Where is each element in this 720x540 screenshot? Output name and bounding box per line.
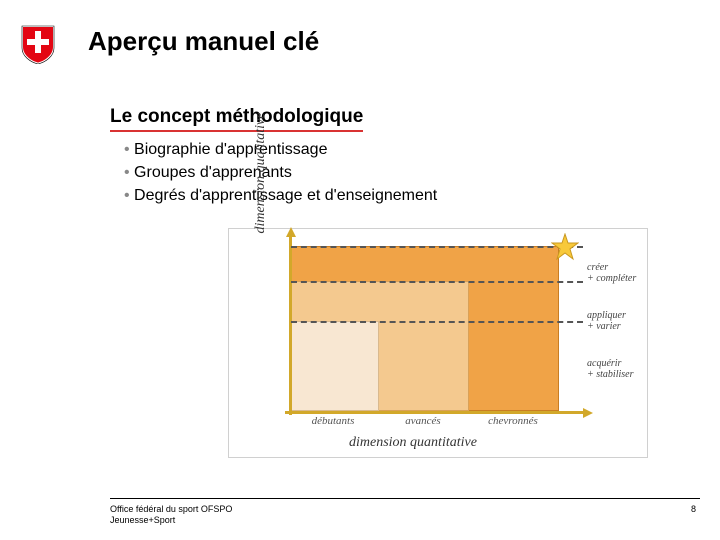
plot-area [291,241,559,411]
level-label-appliquer: appliquer+ varier [587,311,647,332]
page-number: 8 [691,504,696,514]
footer-text: Office fédéral du sport OFSPO Jeunesse+S… [110,504,232,527]
page-title: Aperçu manuel clé [88,26,319,57]
list-item: Groupes d'apprenants [124,161,437,184]
level-label-acquerir: acquérir+ stabiliser [587,359,647,380]
bullet-list: Biographie d'apprentissage Groupes d'app… [124,138,437,208]
bar-debutants [291,321,379,411]
footer-divider [110,498,700,499]
learning-dimensions-diagram: dimension qualitative dimension quantita… [228,228,648,458]
x-category: chevronnés [471,415,555,427]
x-axis [285,411,585,414]
list-item: Biographie d'apprentissage [124,138,437,161]
x-category: avancés [381,415,465,427]
section-subtitle: Le concept méthodologique [110,106,363,132]
x-axis-label: dimension quantitative [349,435,477,451]
list-item: Degrés d'apprentissage et d'enseignement [124,184,437,207]
x-category: débutants [291,415,375,427]
dashed-line [291,321,583,323]
swiss-shield-logo [20,24,56,64]
dashed-line [291,246,583,248]
y-axis-label: dimension qualitative [253,93,269,253]
dashed-line [291,281,583,283]
footer-line1: Office fédéral du sport OFSPO [110,504,232,514]
level-label-creer: créer+ compléter [587,263,647,284]
star-icon [551,233,579,261]
footer-line2: Jeunesse+Sport [110,515,175,525]
y-axis [289,235,292,415]
